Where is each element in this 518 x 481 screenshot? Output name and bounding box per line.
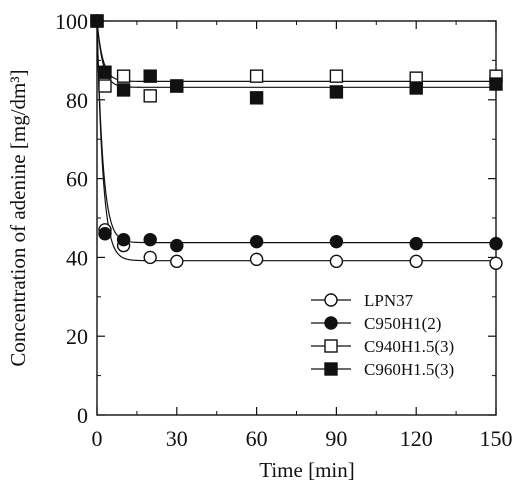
data-point-4 [116,83,131,97]
legend-marker [324,362,338,376]
data-point-3 [329,69,344,83]
data-point-1 [329,254,344,269]
y-tick-label: 40 [66,245,88,270]
data-point-4 [98,65,112,79]
y-axis-label: Concentration of adenine [mg/dm³] [6,69,30,366]
legend-label: C950H1(2) [364,314,441,333]
data-point-2 [489,236,503,251]
data-point-1 [170,254,184,269]
data-point-1 [409,254,423,269]
data-point-2 [98,227,112,241]
legend: LPN37 C950H1(2) C940H1.5(3) C960H1.5(3) [311,291,454,379]
x-axis-label: Time [min] [259,458,354,481]
data-point-2 [249,234,264,249]
x-tick-label: 150 [480,426,513,451]
series-curves [96,20,496,262]
data-point-4 [329,85,344,99]
data-point-2 [409,236,423,251]
data-point-4 [409,81,423,95]
y-tick-label: 20 [66,324,88,349]
data-point-2 [329,234,344,249]
data-point-3 [143,89,157,103]
data-point-2 [170,238,184,253]
data-point-3 [116,69,131,83]
series-line-1 [96,20,496,262]
legend-marker [324,293,338,307]
series-line-4 [96,20,496,88]
x-tick-label: 120 [400,426,433,451]
data-point-4 [249,91,264,105]
y-tick-label: 60 [66,167,88,192]
data-point-4 [489,77,503,91]
y-tick-label: 80 [66,88,88,113]
data-point-4 [90,14,104,28]
legend-label: LPN37 [364,291,414,310]
y-tick-label: 100 [55,9,88,34]
x-tick-label: 60 [246,426,268,451]
data-point-1 [249,252,264,267]
data-point-1 [489,256,503,271]
x-tick-label: 90 [325,426,347,451]
data-point-4 [170,79,184,93]
legend-marker [324,316,338,330]
legend-marker [324,339,338,353]
data-point-2 [116,232,131,247]
x-tick-label: 0 [92,426,103,451]
series-line-2 [96,20,496,244]
data-point-3 [98,79,112,93]
y-tick-label: 0 [77,403,88,428]
axis-ticks: 0 30 60 90 120 150 0 20 40 60 80 100 [55,9,513,451]
data-point-1 [143,250,157,265]
legend-label: C960H1.5(3) [364,360,454,379]
data-point-3 [249,69,264,83]
series-markers [90,14,503,271]
data-point-2 [143,232,157,247]
legend-label: C940H1.5(3) [364,337,454,356]
x-tick-label: 30 [166,426,188,451]
data-point-4 [143,69,157,83]
